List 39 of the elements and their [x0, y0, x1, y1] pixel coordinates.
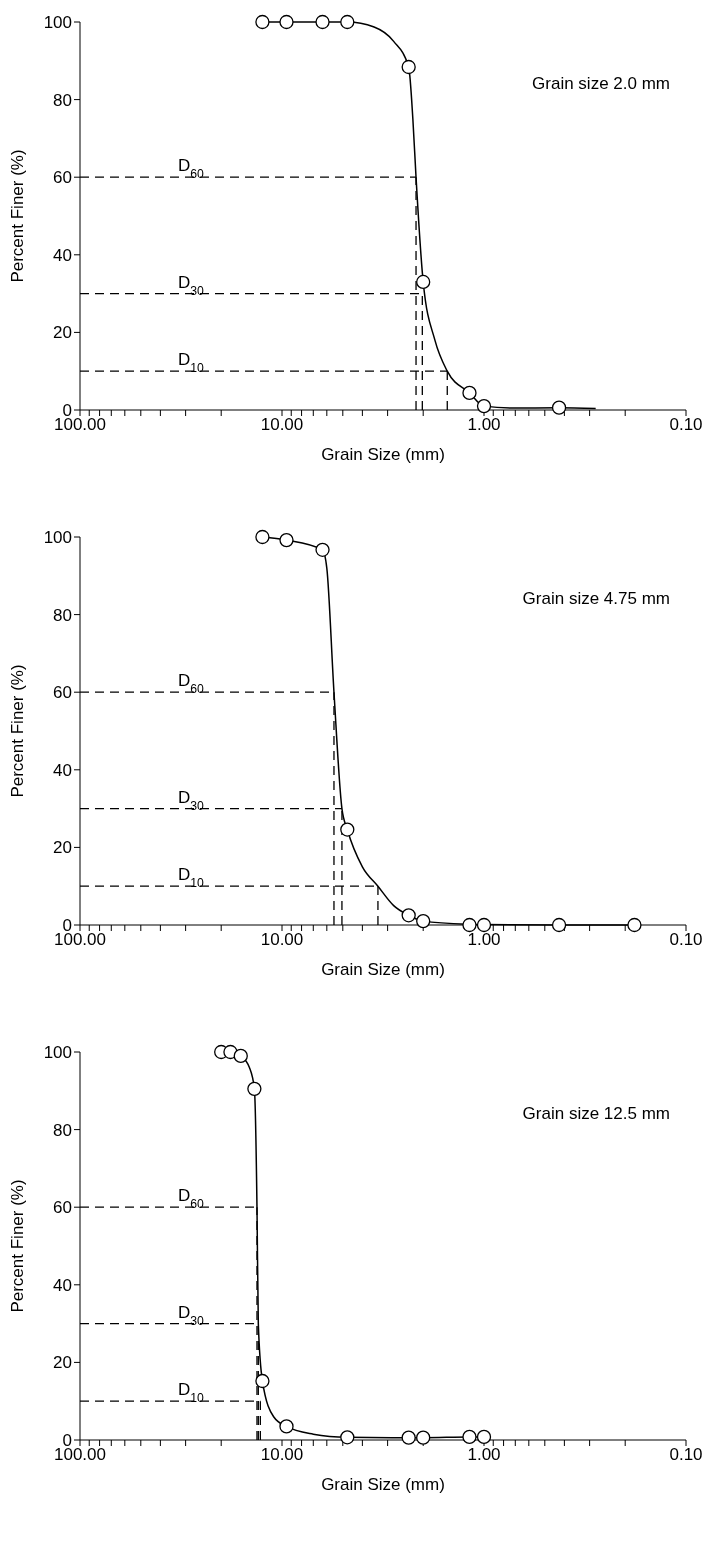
x-axis-title: Grain Size (mm)	[321, 445, 445, 464]
x-tick-label: 1.00	[467, 1445, 501, 1465]
y-tick-label: 40	[53, 245, 72, 265]
x-tick-label: 10.00	[260, 415, 304, 435]
y-tick-label: 60	[53, 683, 72, 703]
ref-line-label: D$_{10}$	[178, 350, 205, 376]
ref-line-label: D$_{60}$	[178, 1186, 205, 1212]
x-tick-label: 0.10	[669, 415, 703, 435]
y-tick-label: 40	[53, 760, 72, 780]
ref-line-label: D$_{60}$	[178, 156, 205, 182]
x-tick-label: 0.10	[669, 1445, 703, 1465]
ref-line-label: D$_{60}$	[178, 671, 205, 697]
y-axis-title: Percent Finer (%)	[8, 1179, 28, 1313]
x-axis-title: Grain Size (mm)	[321, 960, 445, 979]
y-tick-label: 80	[53, 1120, 72, 1140]
x-tick-label: 0.10	[669, 930, 703, 950]
annotation: Grain size 4.75 mm	[522, 589, 670, 609]
x-tick-label: 1.00	[467, 415, 501, 435]
ref-line-label: D$_{10}$	[178, 1380, 205, 1406]
annotation: Grain size 12.5 mm	[522, 1104, 670, 1124]
y-tick-label: 100	[43, 13, 72, 33]
y-tick-label: 100	[43, 1043, 72, 1063]
y-tick-label: 80	[53, 90, 72, 110]
y-tick-label: 60	[53, 168, 72, 188]
y-tick-label: 20	[53, 838, 72, 858]
y-axis-title: Percent Finer (%)	[8, 149, 28, 283]
x-axis-title: Grain Size (mm)	[321, 1475, 445, 1494]
y-tick-label: 40	[53, 1275, 72, 1295]
x-tick-label: 10.00	[260, 1445, 304, 1465]
y-tick-label: 60	[53, 1198, 72, 1218]
y-tick-label: 20	[53, 1353, 72, 1373]
y-tick-label: 80	[53, 605, 72, 625]
ref-line-label: D$_{10}$	[178, 865, 205, 891]
x-tick-label: 1.00	[467, 930, 501, 950]
y-tick-label: 20	[53, 323, 72, 343]
y-tick-label: 100	[43, 528, 72, 548]
y-axis-title: Percent Finer (%)	[8, 664, 28, 798]
x-tick-label: 10.00	[260, 930, 304, 950]
annotation: Grain size 2.0 mm	[532, 74, 670, 94]
